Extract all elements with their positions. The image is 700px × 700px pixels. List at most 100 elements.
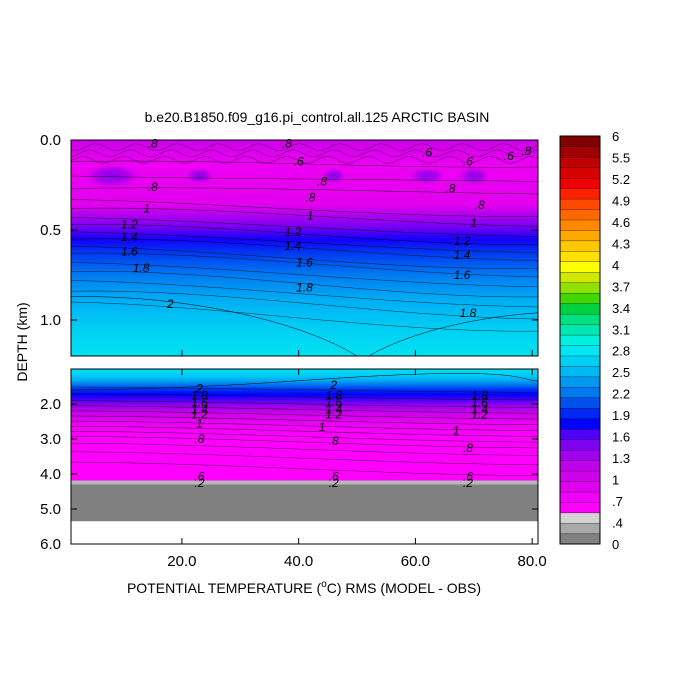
lower-contour-label: 1.8	[471, 388, 488, 402]
colorbar-segment	[559, 418, 601, 430]
chart-title: b.e20.B1850.f09_g16.pi_control.all.125 A…	[145, 109, 490, 125]
colorbar-tick-label: 0	[612, 537, 619, 552]
colorbar-segment	[559, 198, 601, 210]
colorbar-segment	[559, 460, 601, 472]
upper-pocket	[83, 164, 140, 188]
colorbar-segment	[559, 407, 601, 419]
upper-contour-label: 1	[307, 209, 314, 223]
lower-contour-label: 1	[319, 420, 326, 434]
colorbar-tick-label: 3.4	[612, 301, 630, 316]
colorbar-segment	[559, 324, 601, 336]
lower-panel-frame	[70, 368, 539, 545]
colorbar-segment	[559, 240, 601, 252]
upper-contour-label: 1.6	[454, 268, 471, 282]
lower-contour-line	[70, 373, 539, 391]
colorbar-tick-label: .7	[612, 494, 623, 509]
colorbar-segment	[559, 261, 601, 273]
x-tick-label: 20.0	[167, 553, 196, 570]
lower-contour-label: 1	[196, 416, 203, 430]
colorbar-tick-label: 4.6	[612, 215, 630, 230]
colorbar-tick-label: 2.2	[612, 387, 630, 402]
x-axis: 20.0 40.0 60.0 80.0	[167, 350, 547, 570]
colorbar-tick-label: 1.6	[612, 430, 630, 445]
lower-contour-label: .6	[329, 469, 339, 483]
upper-contour-label: 1.8	[133, 261, 150, 275]
colorbar-tick-label: 3.7	[612, 279, 630, 294]
upper-contour-label: .8	[475, 198, 485, 212]
colorbar-segment	[559, 230, 601, 242]
lower-contour-label: 1.2	[325, 408, 342, 422]
colorbar-segment	[559, 345, 601, 357]
upper-contour-label: .6	[463, 155, 473, 169]
upper-contour-line	[70, 224, 539, 245]
colorbar-segment	[559, 366, 601, 378]
upper-contour-label: .6	[504, 149, 514, 163]
upper-contour-line	[70, 207, 539, 227]
upper-contour-label: .6	[422, 146, 432, 160]
upper-depth-panel: .8.8.6.6.6.6.8.8.8.8.8.81111.21.21.21.41…	[70, 137, 539, 357]
upper-contour-label: 1.4	[284, 239, 301, 253]
upper-contour-label: 1.6	[121, 245, 138, 259]
lower-contour-label: .8	[463, 441, 473, 455]
colorbar-segment	[559, 386, 601, 398]
x-axis-label-main: POTENTIAL TEMPERATURE (	[127, 580, 322, 596]
lower-contour-line	[70, 442, 539, 456]
lower-contour-label: 2	[195, 381, 203, 395]
lower-contour-label: .2	[329, 476, 339, 490]
upper-contour-label: .8	[445, 182, 455, 196]
upper-contour-line	[70, 296, 358, 357]
upper-pocket	[457, 167, 490, 185]
lower-contour-line	[70, 415, 539, 426]
y-tick-label: 2.0	[40, 396, 61, 413]
y-tick-label: 5.0	[40, 501, 61, 518]
lower-contour-label: .6	[463, 469, 473, 483]
upper-contour-label: .8	[282, 137, 292, 151]
colorbar-segment	[559, 219, 601, 231]
colorbar-segment	[559, 449, 601, 461]
lower-contour-line	[70, 451, 539, 465]
upper-surface-contour	[70, 155, 539, 164]
upper-contour-label: .8	[317, 174, 327, 188]
lower-contour-line	[70, 386, 539, 393]
upper-contour-line	[70, 160, 539, 168]
colorbar-tick-label: 4.3	[612, 236, 630, 251]
y-tick-label: 0.0	[40, 132, 61, 149]
colorbar-segment	[559, 376, 601, 388]
y-tick-label: 0.5	[40, 222, 61, 239]
colorbar-segment	[559, 533, 601, 545]
colorbar-segment	[559, 481, 601, 493]
colorbar-segment	[559, 303, 601, 315]
lower-contour-label: 2	[329, 378, 337, 392]
upper-surface-contour	[70, 149, 539, 158]
upper-contour-line	[368, 312, 539, 357]
seafloor-mask	[71, 484, 538, 522]
colorbar-segment	[559, 188, 601, 200]
y-tick-label: 3.0	[40, 431, 61, 448]
upper-contour-line	[70, 217, 539, 237]
colorbar-segment	[559, 167, 601, 179]
colorbar-segment	[559, 355, 601, 367]
upper-contour-label: .8	[305, 191, 315, 205]
colorbar-segment	[559, 156, 601, 168]
upper-contour-line	[70, 290, 539, 320]
y-axis: 0.0 0.5 1.0 2.0 3.0 4.0 5.0 6.0	[40, 132, 538, 553]
colorbar-frame	[559, 135, 601, 545]
colorbar-segment	[559, 502, 601, 514]
upper-contour-label: 1.8	[296, 281, 313, 295]
colorbar-tick-label: 1.3	[612, 451, 630, 466]
upper-contour-label: 1	[470, 216, 477, 230]
colorbar: 0 .4 .7 1 1.3 1.6 1.9 2.2 2.5 2.8 3.1 3.4 3.7 4 4.3 4.6…	[559, 129, 630, 552]
colorbar-tick-label: 2.8	[612, 344, 630, 359]
lower-contour-label: 1.4	[191, 402, 208, 416]
lower-contour-label: 1.8	[191, 388, 208, 402]
upper-contour-label: 1.8	[460, 306, 477, 320]
x-axis-label-tail: C) RMS (MODEL - OBS)	[327, 580, 481, 596]
x-tick-label: 40.0	[284, 553, 313, 570]
upper-contour-label: 2	[166, 297, 174, 311]
colorbar-segment	[559, 334, 601, 346]
upper-contour-label: 1.4	[121, 230, 138, 244]
upper-contour-label: 1.6	[296, 255, 313, 269]
lower-contour-line	[70, 436, 539, 449]
colorbar-tick-label: 6	[612, 129, 619, 144]
